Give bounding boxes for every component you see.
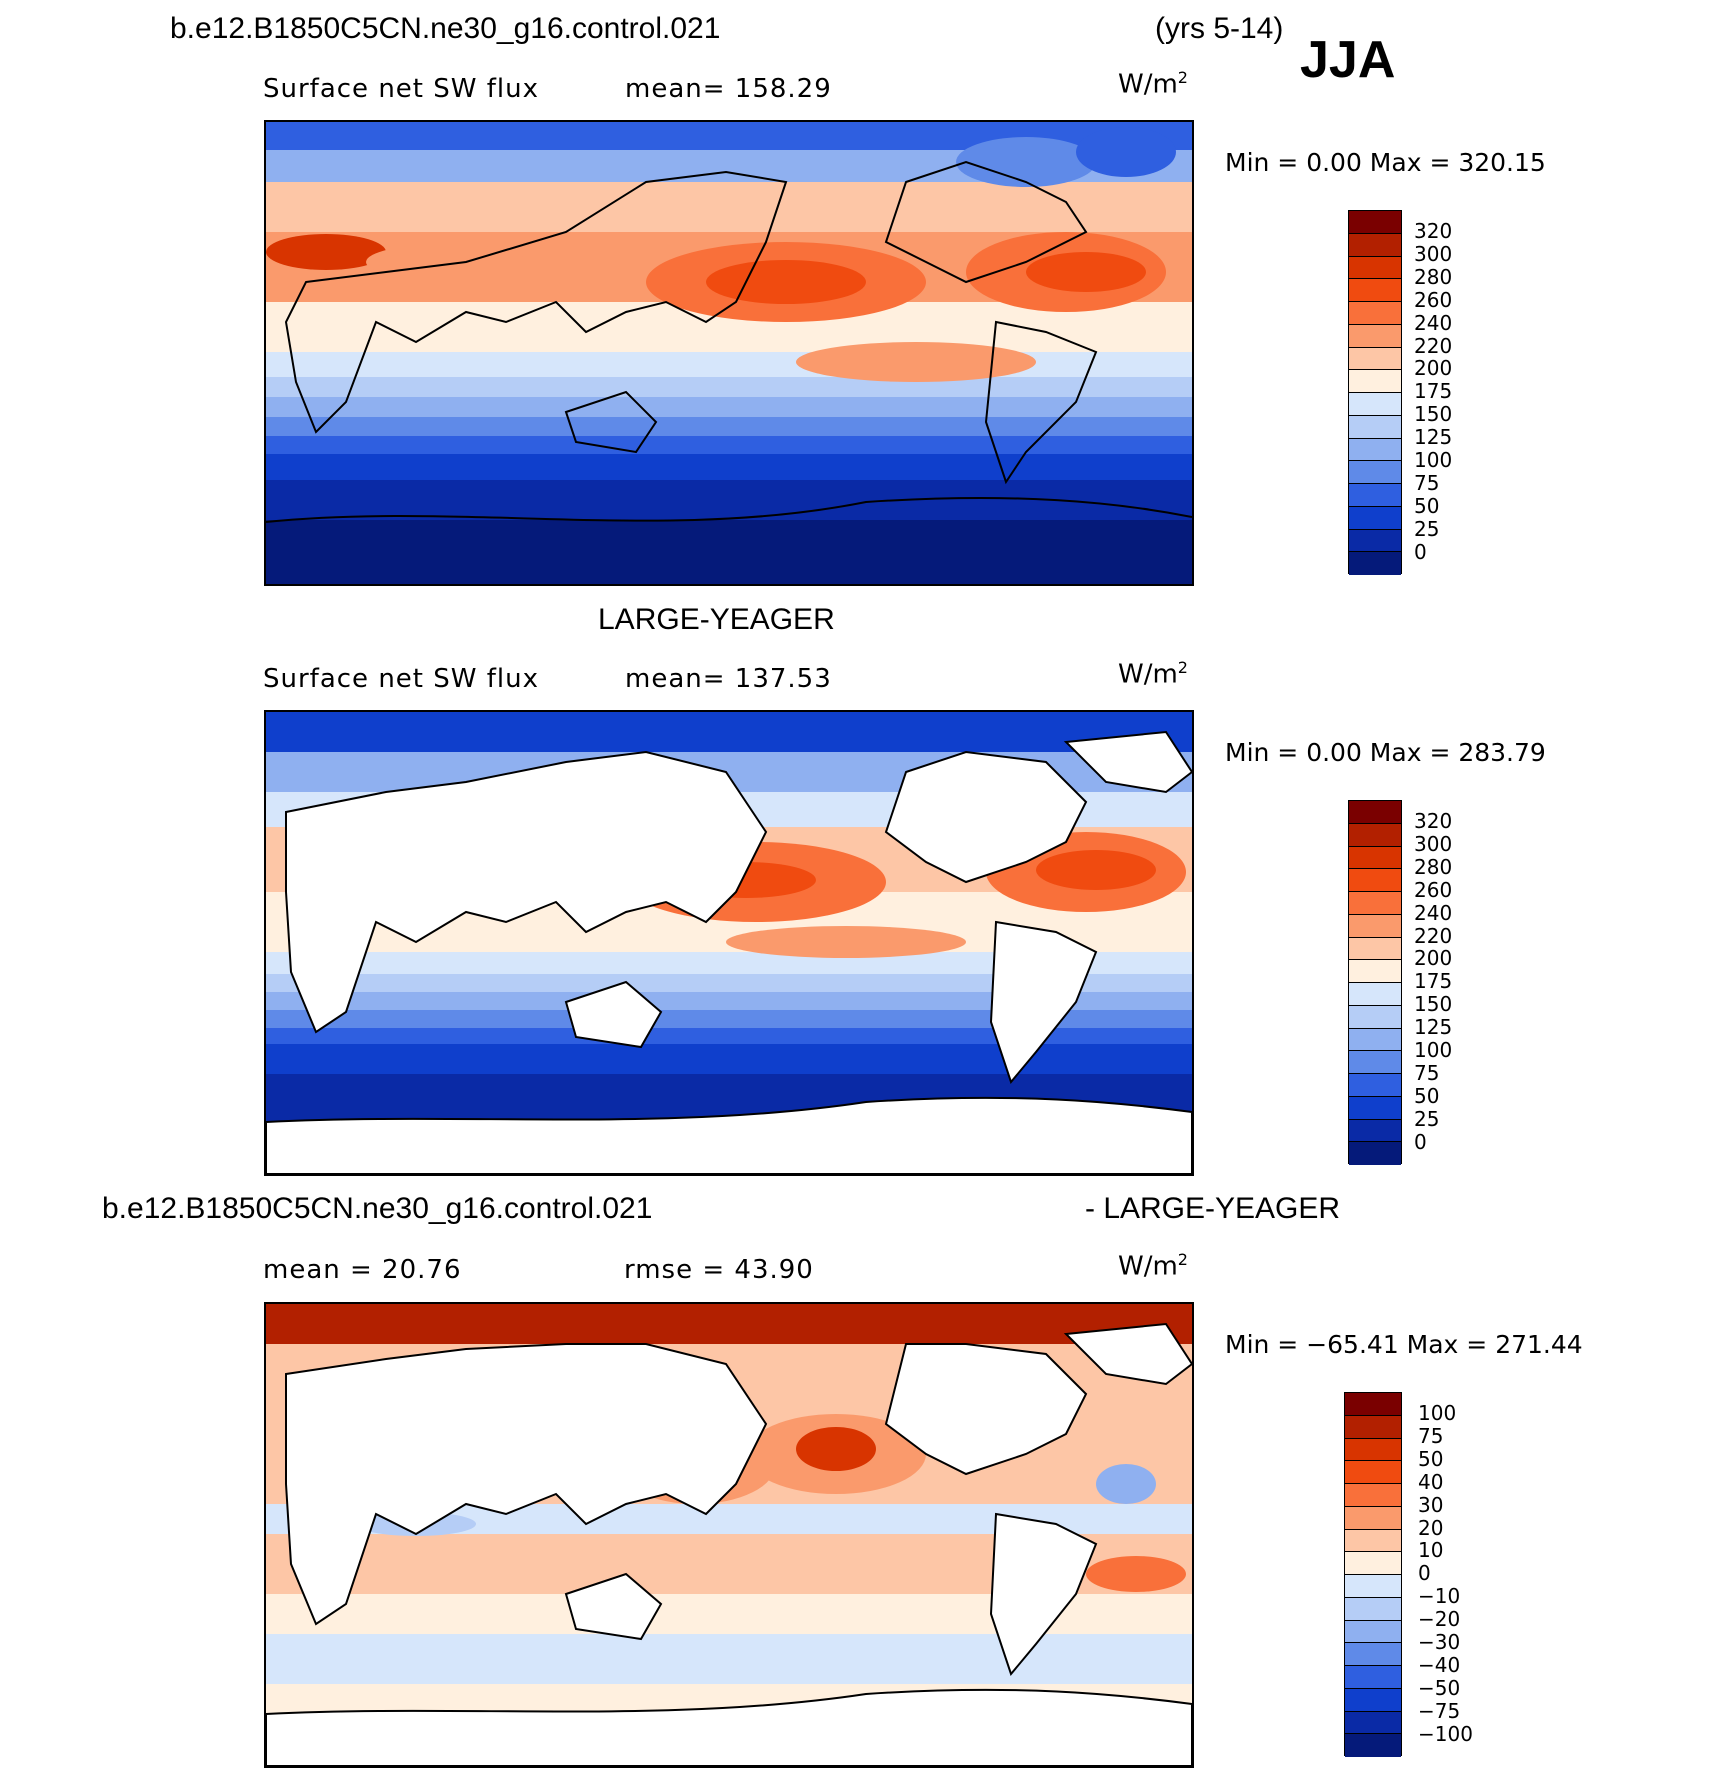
panel1-mean: mean= 158.29 bbox=[625, 74, 832, 104]
panel3-map bbox=[264, 1302, 1194, 1768]
panel3-rmse: rmse = 43.90 bbox=[624, 1255, 814, 1285]
panel2-units: W/m2 bbox=[1118, 658, 1188, 690]
panel3-title-left: b.e12.B1850C5CN.ne30_g16.control.021 bbox=[102, 1192, 653, 1225]
panel2-minmax: Min = 0.00 Max = 283.79 bbox=[1225, 738, 1546, 767]
panel1-map-svg bbox=[266, 122, 1192, 584]
panel3-units: W/m2 bbox=[1118, 1250, 1188, 1282]
panel3-colorbar-ticks: 100 75 50 40 30 20 10 0 −10 −20 −30 −40 −50 −75 −1… bbox=[1418, 1401, 1473, 1746]
panel3-colorbar bbox=[1344, 1392, 1402, 1757]
panel2-colorbar bbox=[1348, 800, 1402, 1165]
panel1-minmax: Min = 0.00 Max = 320.15 bbox=[1225, 148, 1546, 177]
panel3-minmax: Min = −65.41 Max = 271.44 bbox=[1225, 1330, 1583, 1359]
case-title: b.e12.B1850C5CN.ne30_g16.control.021 bbox=[170, 12, 721, 45]
panel3-map-svg bbox=[266, 1304, 1192, 1766]
panel2-field-label: Surface net SW flux bbox=[263, 664, 539, 694]
panel1-colorbar bbox=[1348, 210, 1402, 575]
panel2-map bbox=[264, 710, 1194, 1176]
panel2-map-svg bbox=[266, 712, 1192, 1174]
panel3-title-right: - LARGE-YEAGER bbox=[1085, 1192, 1341, 1225]
panel2-mean: mean= 137.53 bbox=[625, 664, 832, 694]
panel1-field-label: Surface net SW flux bbox=[263, 74, 539, 104]
panel1-map bbox=[264, 120, 1194, 586]
panel2-title: LARGE-YEAGER bbox=[598, 603, 835, 636]
years-label: (yrs 5-14) bbox=[1155, 12, 1284, 45]
season-label: JJA bbox=[1300, 31, 1396, 89]
panel3-mean: mean = 20.76 bbox=[263, 1255, 462, 1285]
panel1-colorbar-ticks: 320 300 280 260 240 220 200 175 150 125 100 75 5… bbox=[1414, 219, 1453, 564]
panel1-units: W/m2 bbox=[1118, 68, 1188, 100]
panel2-colorbar-ticks: 320 300 280 260 240 220 200 175 150 125 100 75 5… bbox=[1414, 809, 1453, 1154]
